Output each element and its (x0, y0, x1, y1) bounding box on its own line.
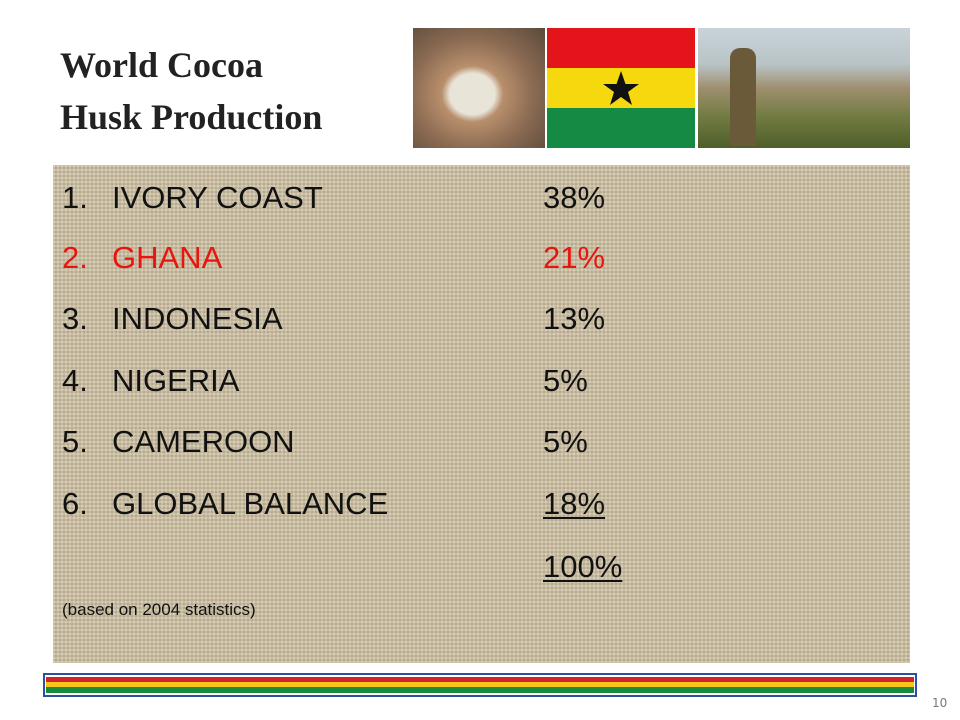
photo-seeds (413, 28, 545, 148)
item-number: 5. (62, 424, 88, 459)
item-name: IVORY COAST (112, 180, 323, 215)
item-name: GHANA (112, 240, 223, 275)
person-figure (730, 48, 756, 146)
ghana-flag (547, 28, 695, 148)
item-number: 2. (62, 240, 88, 275)
item-share: 5% (543, 424, 588, 459)
total-share: 100% (543, 549, 623, 584)
bottom-stripes (43, 673, 917, 697)
item-number: 6. (62, 486, 88, 521)
note: (based on 2004 statistics) (62, 600, 256, 619)
item-name: INDONESIA (112, 301, 283, 336)
item-name: CAMEROON (112, 424, 295, 459)
photo-landscape (698, 28, 910, 148)
item-share: 21% (543, 240, 606, 275)
item-number: 4. (62, 363, 88, 398)
item-share: 5% (543, 363, 588, 398)
page-number: 10 (932, 696, 948, 710)
title-line: Husk Production (60, 97, 323, 137)
item-name: NIGERIA (112, 363, 240, 398)
item-number: 3. (62, 301, 88, 336)
item-share: 38% (543, 180, 606, 215)
title-line: World Cocoa (60, 45, 263, 85)
item-share: 13% (543, 301, 606, 336)
item-share: 18% (543, 486, 606, 521)
content-panel (53, 165, 910, 663)
item-number: 1. (62, 180, 88, 215)
item-name: GLOBAL BALANCE (112, 486, 389, 521)
